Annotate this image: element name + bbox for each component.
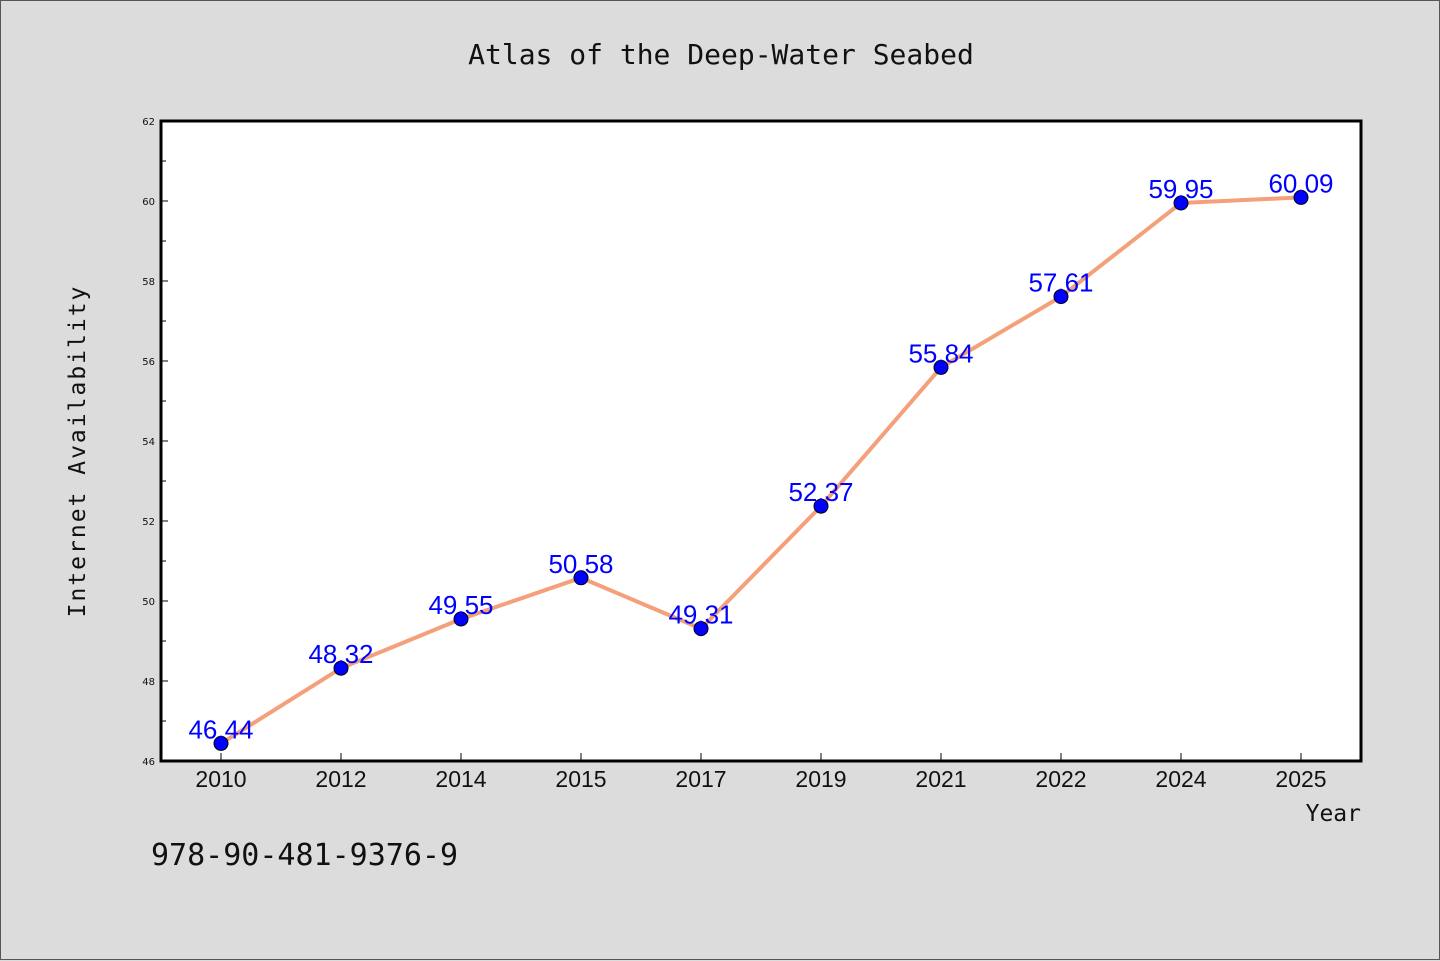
data-label: 48.32: [308, 639, 373, 669]
x-tick-label: 2017: [675, 766, 726, 792]
data-point: [453, 611, 469, 627]
y-tick-label: 52: [142, 517, 155, 528]
x-tick-label: 2019: [795, 766, 846, 792]
data-label: 49.55: [428, 590, 493, 620]
x-tick-label: 2021: [915, 766, 966, 792]
x-tick-label: 2010: [195, 766, 246, 792]
isbn-text: 978-90-481-9376-9: [151, 838, 458, 873]
x-tick-label: 2014: [435, 766, 486, 792]
data-point: [1053, 289, 1069, 305]
x-tick-label: 2025: [1275, 766, 1326, 792]
data-point: [813, 498, 829, 514]
x-axis-label: Year: [1306, 801, 1361, 827]
y-tick-label: 54: [142, 437, 155, 448]
y-tick-label: 62: [142, 117, 155, 128]
data-label: 60.09: [1268, 168, 1333, 198]
x-tick-label: 2012: [315, 766, 366, 792]
data-label: 57.61: [1028, 268, 1093, 298]
data-label: 49.31: [668, 600, 733, 630]
plot-area: 46 48 50 52 54 56 58 60 62 2010 2012 2014 2015 2017 20…: [142, 117, 1363, 792]
x-tick-label: 2024: [1155, 766, 1206, 792]
data-point: [333, 660, 349, 676]
y-tick-label: 48: [142, 677, 155, 688]
y-tick-label: 46: [142, 757, 155, 768]
data-label: 52.37: [788, 477, 853, 507]
y-tick-label: 56: [142, 357, 155, 368]
data-point: [693, 621, 709, 637]
y-tick-label: 60: [142, 197, 155, 208]
plot-frame: [159, 119, 1363, 763]
data-label: 55.84: [908, 338, 973, 368]
data-point: [933, 359, 949, 375]
data-point: [1173, 195, 1189, 211]
y-tick-label: 58: [142, 277, 155, 288]
data-label: 59.95: [1148, 174, 1213, 204]
data-point: [573, 570, 589, 586]
data-label: 46.44: [188, 714, 253, 744]
x-tick-label: 2015: [555, 766, 606, 792]
series-line: [219, 195, 1302, 746]
data-point: [1293, 189, 1309, 205]
data-label: 50.58: [548, 549, 613, 579]
data-point: [213, 735, 229, 751]
chart-title: Atlas of the Deep-Water Seabed: [468, 38, 974, 71]
y-axis-label: Internet Availability: [65, 285, 91, 618]
y-tick-label: 50: [142, 597, 155, 608]
x-tick-label: 2022: [1035, 766, 1086, 792]
